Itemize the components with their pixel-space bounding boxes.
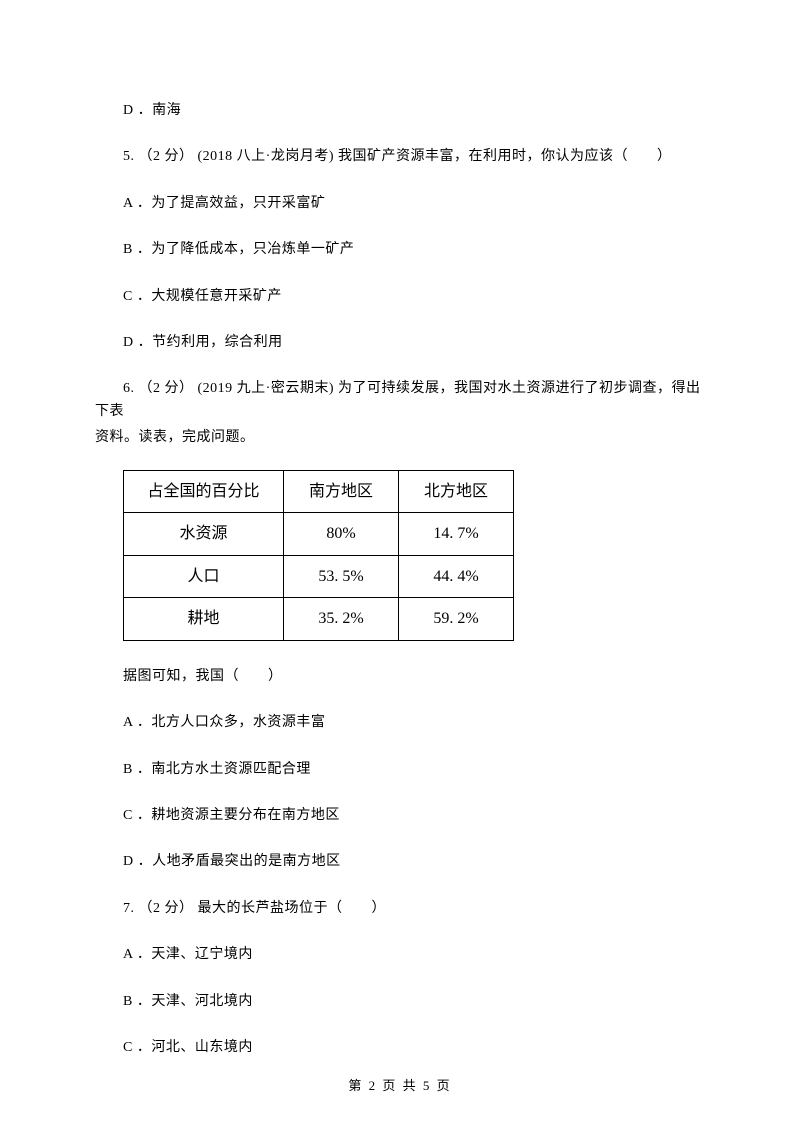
table-header-cell: 北方地区 bbox=[399, 470, 514, 513]
table-cell: 59. 2% bbox=[399, 598, 514, 641]
q6-table: 占全国的百分比 南方地区 北方地区 水资源 80% 14. 7% 人口 53. … bbox=[123, 470, 705, 641]
q6-option-a: A ．北方人口众多，水资源丰富 bbox=[95, 712, 705, 734]
table-cell: 人口 bbox=[124, 555, 284, 598]
q6-option-b: B ．南北方水土资源匹配合理 bbox=[95, 759, 705, 781]
q7-option-b: B ．天津、河北境内 bbox=[95, 991, 705, 1013]
table-cell: 53. 5% bbox=[284, 555, 399, 598]
q7-option-a: A ．天津、辽宁境内 bbox=[95, 944, 705, 966]
table-cell: 44. 4% bbox=[399, 555, 514, 598]
q5-option-c: C ．大规模任意开采矿产 bbox=[95, 286, 705, 308]
table-header-cell: 占全国的百分比 bbox=[124, 470, 284, 513]
q5-option-d: D ．节约利用，综合利用 bbox=[95, 332, 705, 354]
q6-option-c: C ．耕地资源主要分布在南方地区 bbox=[95, 805, 705, 827]
q5-option-b: B ．为了降低成本，只冶炼单一矿产 bbox=[95, 239, 705, 261]
table-row: 占全国的百分比 南方地区 北方地区 bbox=[124, 470, 514, 513]
q5-option-a: A ．为了提高效益，只开采富矿 bbox=[95, 193, 705, 215]
page-footer: 第 2 页 共 5 页 bbox=[0, 1076, 800, 1097]
table-row: 人口 53. 5% 44. 4% bbox=[124, 555, 514, 598]
q6-option-d: D ．人地矛盾最突出的是南方地区 bbox=[95, 851, 705, 873]
table-cell: 35. 2% bbox=[284, 598, 399, 641]
table-row: 水资源 80% 14. 7% bbox=[124, 513, 514, 556]
q5-stem: 5. （2 分） (2018 八上·龙岗月考) 我国矿产资源丰富，在利用时，你认… bbox=[95, 146, 705, 168]
q6-subquestion: 据图可知，我国（ ） bbox=[95, 666, 705, 688]
table-cell: 耕地 bbox=[124, 598, 284, 641]
table-cell: 80% bbox=[284, 513, 399, 556]
q6-stem-line2: 资料。读表，完成问题。 bbox=[95, 427, 705, 449]
q4-option-d: D ．南海 bbox=[95, 100, 705, 122]
table-cell: 水资源 bbox=[124, 513, 284, 556]
q7-option-c: C ．河北、山东境内 bbox=[95, 1037, 705, 1059]
q7-stem: 7. （2 分） 最大的长芦盐场位于（ ） bbox=[95, 898, 705, 920]
table-header-cell: 南方地区 bbox=[284, 470, 399, 513]
table-row: 耕地 35. 2% 59. 2% bbox=[124, 598, 514, 641]
table-cell: 14. 7% bbox=[399, 513, 514, 556]
q6-stem-line1: 6. （2 分） (2019 九上·密云期末) 为了可持续发展，我国对水土资源进… bbox=[95, 378, 705, 423]
